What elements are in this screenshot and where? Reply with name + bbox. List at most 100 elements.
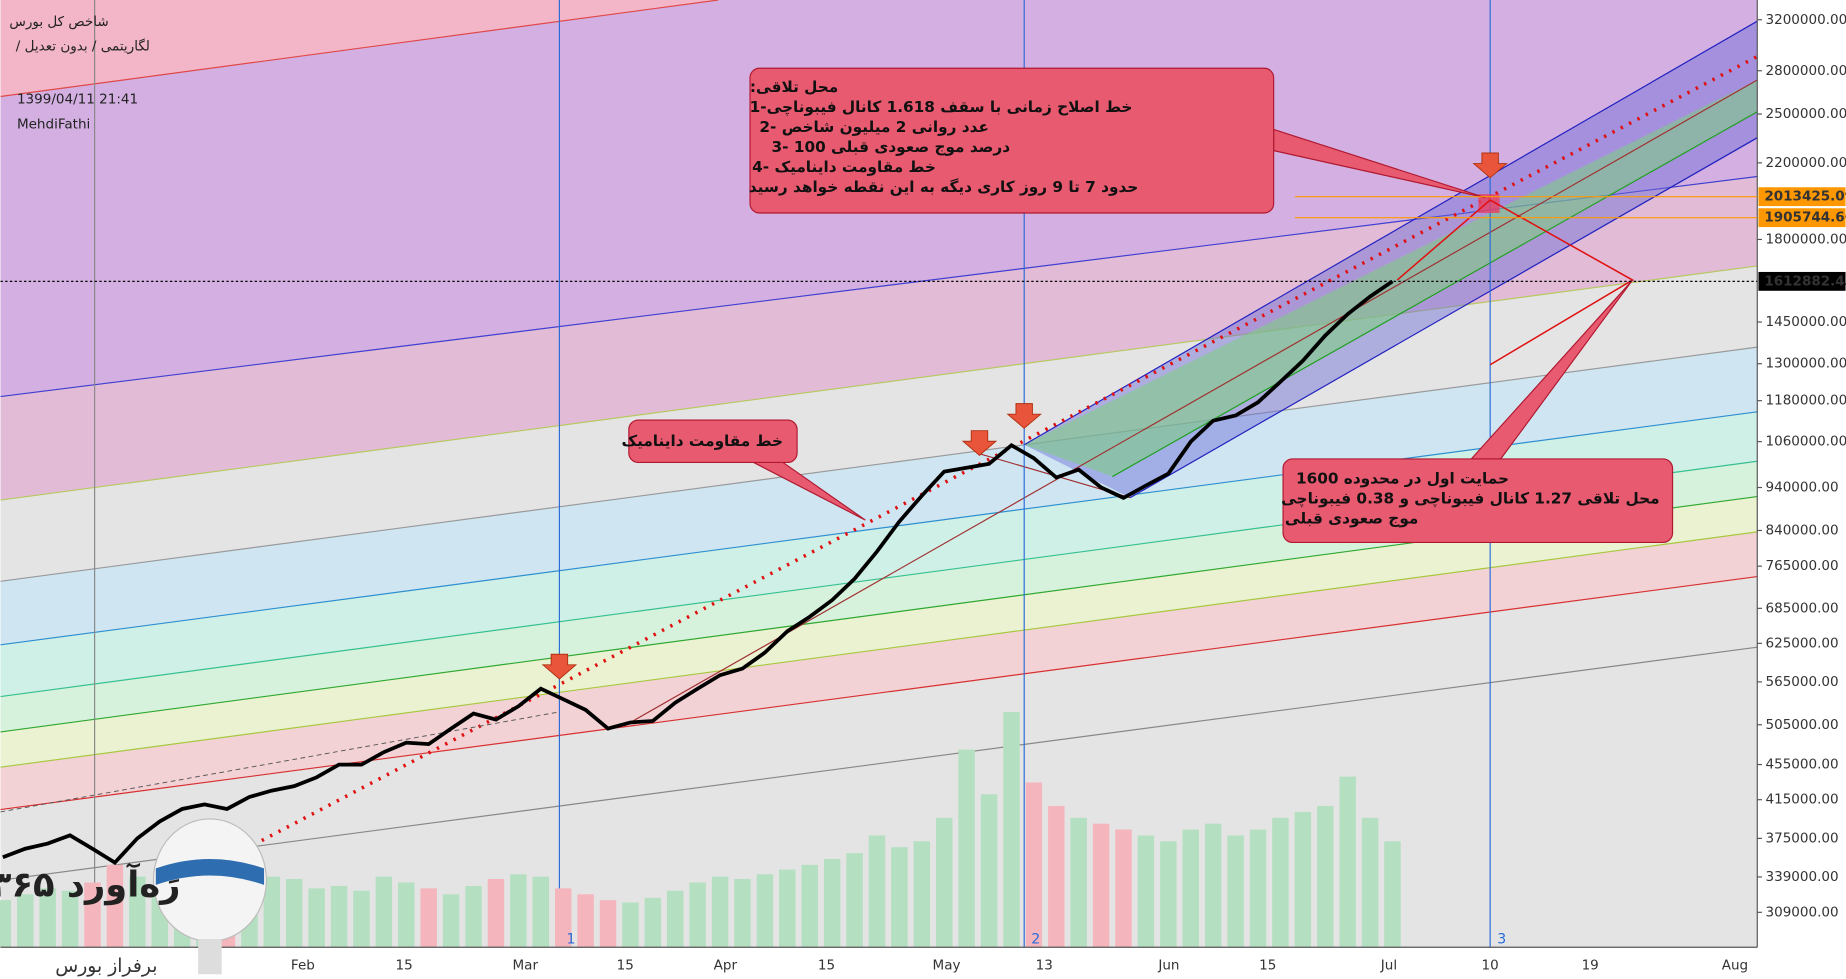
- volume-bar: [39, 888, 56, 948]
- y-tick-label: 1800000.00: [1766, 231, 1846, 247]
- x-tick-label: Jul: [1380, 958, 1397, 974]
- watermark-tagline: برفراز بورس: [55, 956, 157, 977]
- header-subtitle: لگاریتمی / بدون تعدیل /: [16, 38, 150, 55]
- volume-bar: [846, 853, 863, 948]
- price-axis: [1757, 0, 1846, 979]
- volume-bar: [1003, 711, 1020, 948]
- annotation-3: حمایت اول در محدوده 1600 محل تلاقی 1.27 …: [1281, 279, 1674, 544]
- y-tick-label: 309000.00: [1766, 904, 1839, 920]
- volume-bar: [577, 894, 594, 948]
- volume-bar: [1294, 811, 1312, 948]
- volume-bar: [958, 749, 975, 948]
- volume-bar: [1048, 806, 1065, 948]
- x-tick-label: Feb: [291, 958, 315, 974]
- annotation-line: خط اصلاح زمانی با سقف 1.618 کانال فیبونا…: [750, 98, 1133, 117]
- price-tag-label: 1905744.66: [1764, 210, 1846, 226]
- volume: [0, 711, 1401, 948]
- x-tick-label: Jun: [1157, 958, 1179, 974]
- volume-bar: [734, 878, 751, 948]
- volume-bar: [129, 876, 146, 948]
- volume-bar: [1137, 835, 1155, 948]
- projection: [1396, 199, 1635, 366]
- volume-bar: [1204, 823, 1222, 948]
- annotation-line: حدود 7 تا 9 روز کاری دیگه به این نقطه خو…: [749, 178, 1139, 196]
- price-tag-label: 2013425.09: [1764, 189, 1846, 205]
- volume-bar: [398, 882, 415, 948]
- price-tag-label: 1612882.43: [1764, 273, 1846, 289]
- y-tick-label: 940000.00: [1766, 480, 1839, 496]
- price: [2, 279, 1394, 866]
- x-tick-label: Mar: [513, 958, 539, 974]
- volume-bar: [17, 894, 34, 948]
- annotation-1: محل تلاقی: خط اصلاح زمانی با سقف 1.618 ک…: [749, 67, 1486, 214]
- x-tick-label: Apr: [714, 958, 738, 974]
- volume-bar: [330, 886, 348, 948]
- annotation-line: عدد روانی 2 میلیون شاخص -2: [759, 118, 988, 136]
- target-box: [1478, 194, 1500, 213]
- volume-bar: [1092, 823, 1110, 948]
- volume-bar: [644, 897, 662, 948]
- x-tick-label: 15: [617, 958, 634, 974]
- volume-bar: [61, 890, 79, 948]
- header-title: شاخص کل بورس: [9, 14, 108, 30]
- annotation-line: موج صعودی قبلی: [1285, 510, 1418, 528]
- annotation-line: درصد موج صعودی قبلی 100 -3: [772, 138, 1011, 156]
- watermark: ۳۶۵ رَه‌آورد برفراز بورس: [0, 818, 267, 977]
- volume-bar: [263, 876, 281, 948]
- marker-label: 2: [1031, 932, 1040, 948]
- y-tick-label: 1300000.00: [1766, 356, 1846, 372]
- x-tick-label: 15: [818, 958, 835, 974]
- volume-bar: [1227, 835, 1244, 948]
- volume-bar: [1160, 841, 1177, 948]
- annotation-line: محل تلاقی 1.27 کانال فیبوناچی و 0.38 فیب…: [1281, 490, 1660, 509]
- volume-bar: [353, 890, 370, 948]
- y-tick-label: 2500000.00: [1766, 106, 1846, 122]
- x-tick-label: 19: [1582, 958, 1599, 974]
- volume-bar: [1182, 829, 1200, 948]
- header-datetime: 1399/04/11 21:41: [17, 92, 138, 108]
- price-tag: [1758, 271, 1846, 291]
- y-tick-label: 765000.00: [1766, 558, 1839, 574]
- volume-bar: [935, 817, 953, 948]
- x-tick-label: 15: [1259, 958, 1276, 974]
- volume-bar: [913, 841, 931, 948]
- x-tick-label: Aug: [1722, 958, 1748, 974]
- y-tick-label: 2800000.00: [1766, 63, 1846, 79]
- volume-bar: [1339, 776, 1356, 948]
- y-tick-label: 565000.00: [1766, 674, 1839, 690]
- volume-bar: [1317, 806, 1334, 948]
- volume-bar: [801, 864, 818, 948]
- volume-bar: [711, 876, 729, 948]
- price-tag: [1758, 208, 1846, 228]
- volume-bar: [375, 876, 393, 948]
- volume-bar: [420, 888, 437, 948]
- volume-bar: [510, 874, 527, 948]
- annotation-line: خط مقاومت داینامیک -4: [752, 158, 936, 176]
- marker-label: 1: [566, 932, 575, 948]
- y-tick-label: 625000.00: [1766, 635, 1839, 651]
- y-tick-label: 505000.00: [1766, 717, 1839, 733]
- annotation-2: خط مقاومت داینامیک: [621, 419, 866, 521]
- volume-bar: [599, 900, 617, 948]
- volume-bar: [0, 900, 12, 948]
- y-tick-label: 455000.00: [1766, 757, 1839, 773]
- y-tick-label: 2200000.00: [1766, 155, 1846, 171]
- time-axis: [0, 947, 1758, 979]
- marker-label: 3: [1497, 932, 1506, 948]
- volume-bar: [1249, 829, 1267, 948]
- volume-bar: [554, 888, 572, 948]
- volume-bar: [442, 894, 460, 948]
- watermark-brand: ۳۶۵ رَه‌آورد: [0, 863, 180, 906]
- y-tick-label: 1180000.00: [1766, 393, 1846, 409]
- y-tick-label: 415000.00: [1766, 792, 1839, 808]
- y-tick-label: 339000.00: [1766, 869, 1839, 885]
- volume-bar: [308, 888, 325, 948]
- volume-bar: [532, 876, 550, 948]
- volume-bar: [1272, 817, 1289, 948]
- volume-bar: [106, 864, 124, 948]
- x-tick-label: May: [933, 958, 961, 974]
- y-tick-label: 1450000.00: [1766, 314, 1846, 330]
- volume-bar: [980, 794, 998, 948]
